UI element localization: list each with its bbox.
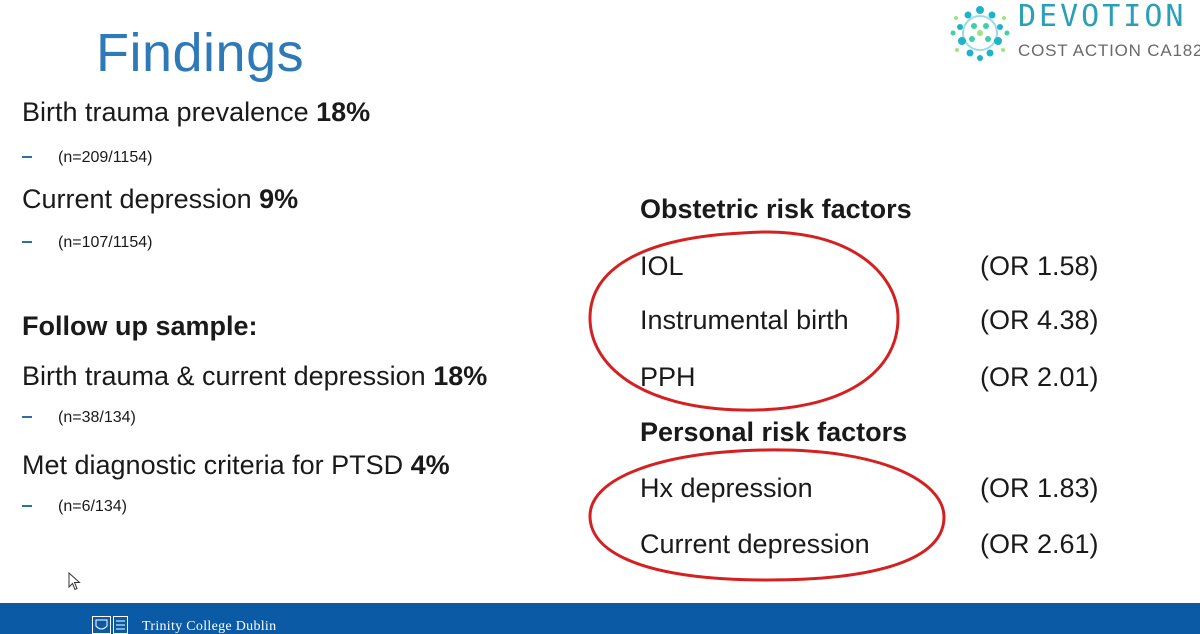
current-depression-line: Current depression 9% <box>22 186 298 213</box>
risk-factor-label: PPH <box>640 362 696 392</box>
institution-name: Trinity College Dublin <box>142 619 277 634</box>
ptsd-line: Met diagnostic criteria for PTSD 4% <box>22 452 450 479</box>
birth-trauma-depression-text: Birth trauma & current depression <box>22 361 434 391</box>
dash-bullet-icon <box>22 155 32 158</box>
birth-trauma-n: (n=209/1154) <box>58 149 153 166</box>
mouse-pointer-icon <box>68 572 81 591</box>
ptsd-sub: (n=6/134) <box>22 499 127 515</box>
current-depression-sub: (n=107/1154) <box>22 235 152 251</box>
dash-bullet-icon <box>22 504 32 507</box>
birth-trauma-depression-sub: (n=38/134) <box>22 410 136 426</box>
odds-ratio: (OR 1.58) <box>980 251 1099 281</box>
birth-trauma-text: Birth trauma prevalence <box>22 97 317 127</box>
obstetric-heading: Obstetric risk factors <box>640 194 912 224</box>
risk-factor-label: Current depression <box>640 529 870 559</box>
risk-factor-label: Instrumental birth <box>640 305 849 335</box>
personal-heading: Personal risk factors <box>640 417 908 447</box>
odds-ratio: (OR 2.61) <box>980 529 1099 559</box>
risk-factor-label: IOL <box>640 251 684 281</box>
current-depression-value: 9% <box>259 184 299 214</box>
follow-up-heading: Follow up sample: <box>22 311 258 341</box>
odds-ratio: (OR 2.01) <box>980 362 1099 392</box>
footer-bar: Trinity College Dublin <box>0 603 1200 634</box>
birth-trauma-sub: (n=209/1154) <box>22 150 152 166</box>
current-depression-text: Current depression <box>22 184 260 214</box>
birth-trauma-depression-n: (n=38/134) <box>58 409 136 426</box>
ptsd-n: (n=6/134) <box>58 498 127 515</box>
odds-ratio: (OR 1.83) <box>980 473 1099 503</box>
devotion-logo: DEVOTION COST ACTION CA18211 <box>944 0 1200 72</box>
odds-ratio: (OR 4.38) <box>980 305 1099 335</box>
dash-bullet-icon <box>22 240 32 243</box>
molecule-logo-icon <box>950 6 1010 61</box>
college-crest-icon <box>92 616 128 634</box>
birth-trauma-depression-value: 18% <box>433 361 488 391</box>
slide-title: Findings <box>96 23 305 83</box>
dash-bullet-icon <box>22 415 32 418</box>
birth-trauma-value: 18% <box>316 97 371 127</box>
ptsd-value: 4% <box>410 450 450 480</box>
personal-annotation-ellipse <box>588 448 946 582</box>
birth-trauma-line: Birth trauma prevalence 18% <box>22 99 370 126</box>
logo-name: DEVOTION <box>1018 0 1187 34</box>
risk-factor-label: Hx depression <box>640 473 813 503</box>
birth-trauma-depression-line: Birth trauma & current depression 18% <box>22 363 487 390</box>
ptsd-text: Met diagnostic criteria for PTSD <box>22 450 411 480</box>
logo-subtitle: COST ACTION CA18211 <box>1018 41 1200 60</box>
current-depression-n: (n=107/1154) <box>58 234 153 251</box>
